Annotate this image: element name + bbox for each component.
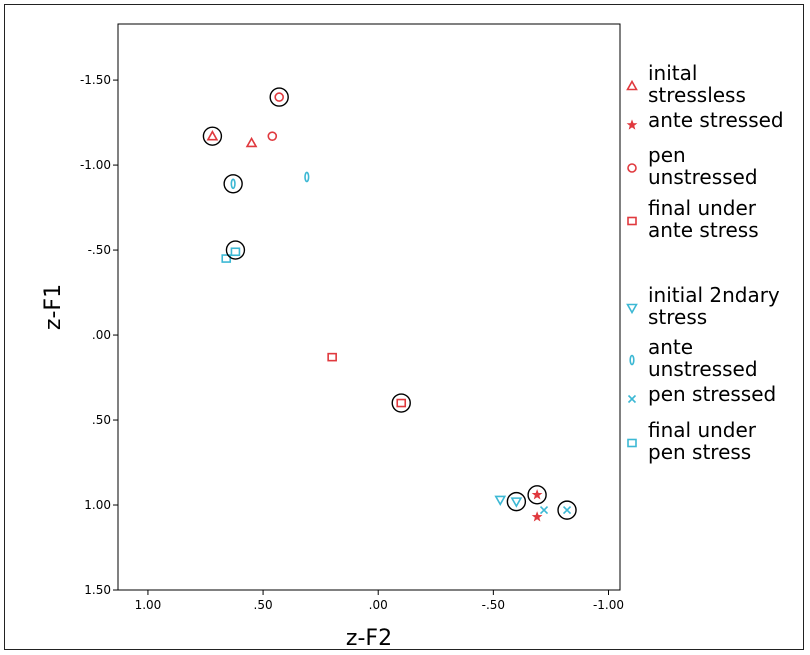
y-tick-label-5: 1.00 (84, 498, 111, 512)
point-s0-1 (245, 136, 258, 148)
x-tick-label-1: .50 (254, 598, 273, 612)
legend-label-3: final under ante stress (648, 196, 759, 242)
highlight-circle-3 (225, 240, 246, 260)
point-s5-0 (230, 178, 236, 190)
legend-marker-0 (626, 79, 638, 91)
y-axis: -1.50 -1.00 -.50 .00 .50 1.00 1.50 (80, 73, 118, 597)
y-axis-title: z-F1 (41, 284, 66, 330)
legend-label-1: ante stressed (648, 108, 784, 132)
point-s0-0 (206, 130, 219, 141)
point-s1-1 (531, 511, 543, 522)
y-tick-label-2: -.50 (88, 243, 111, 257)
point-s6-0 (539, 506, 549, 515)
highlight-circle-4 (391, 393, 411, 413)
x-tick-label-0: 1.00 (135, 598, 162, 612)
x-tick-label-2: .00 (369, 598, 388, 612)
legend-marker-1 (626, 119, 638, 130)
legend-label-2: pen unstressed (648, 143, 758, 189)
plot-area (117, 23, 621, 591)
point-s4-1 (510, 497, 523, 508)
legend-label-0: inital stressless (648, 61, 746, 107)
x-axis: 1.00 .50 .00 -.50 -1.00 (135, 590, 624, 612)
highlight-circle-7 (557, 500, 577, 520)
point-s7-1 (230, 247, 241, 257)
highlight-circle-1 (269, 87, 289, 107)
point-s4-0 (494, 495, 507, 507)
legend-marker-7 (627, 438, 637, 448)
point-s5-1 (304, 171, 310, 183)
data-points (206, 92, 572, 522)
legend-marker-5 (629, 354, 635, 366)
highlight-circle-0 (202, 126, 223, 146)
legend-marker-4 (626, 303, 638, 315)
point-s3-1 (396, 398, 407, 408)
y-tick-label-1: -1.00 (80, 158, 111, 172)
x-axis-title: z-F2 (346, 626, 392, 651)
y-tick-label-3: .00 (92, 328, 111, 342)
y-tick-label-4: .50 (92, 413, 111, 427)
legend-label-4: initial 2ndary stress (648, 283, 780, 329)
point-s6-1 (562, 506, 572, 515)
x-tick-label-3: -.50 (482, 598, 505, 612)
legend-marker-6 (627, 394, 637, 404)
legend-label-6: pen stressed (648, 382, 776, 406)
highlight-circles (202, 87, 577, 520)
y-tick-label-0: -1.50 (80, 73, 111, 87)
legend-label-7: final under pen stress (648, 418, 757, 464)
point-s3-0 (327, 352, 337, 362)
point-s2-1 (267, 131, 278, 141)
highlight-circle-5 (506, 491, 527, 512)
legend-marker-2 (627, 163, 637, 173)
point-s1-0 (531, 489, 543, 500)
legend-marker-3 (627, 216, 637, 226)
point-s7-0 (221, 254, 232, 263)
point-s2-0 (274, 92, 284, 102)
y-tick-label-6: 1.50 (84, 583, 111, 597)
x-tick-label-4: -1.00 (593, 598, 624, 612)
highlight-circle-2 (223, 174, 243, 194)
legend-label-5: ante unstressed (648, 335, 758, 381)
highlight-circle-6 (527, 485, 547, 505)
